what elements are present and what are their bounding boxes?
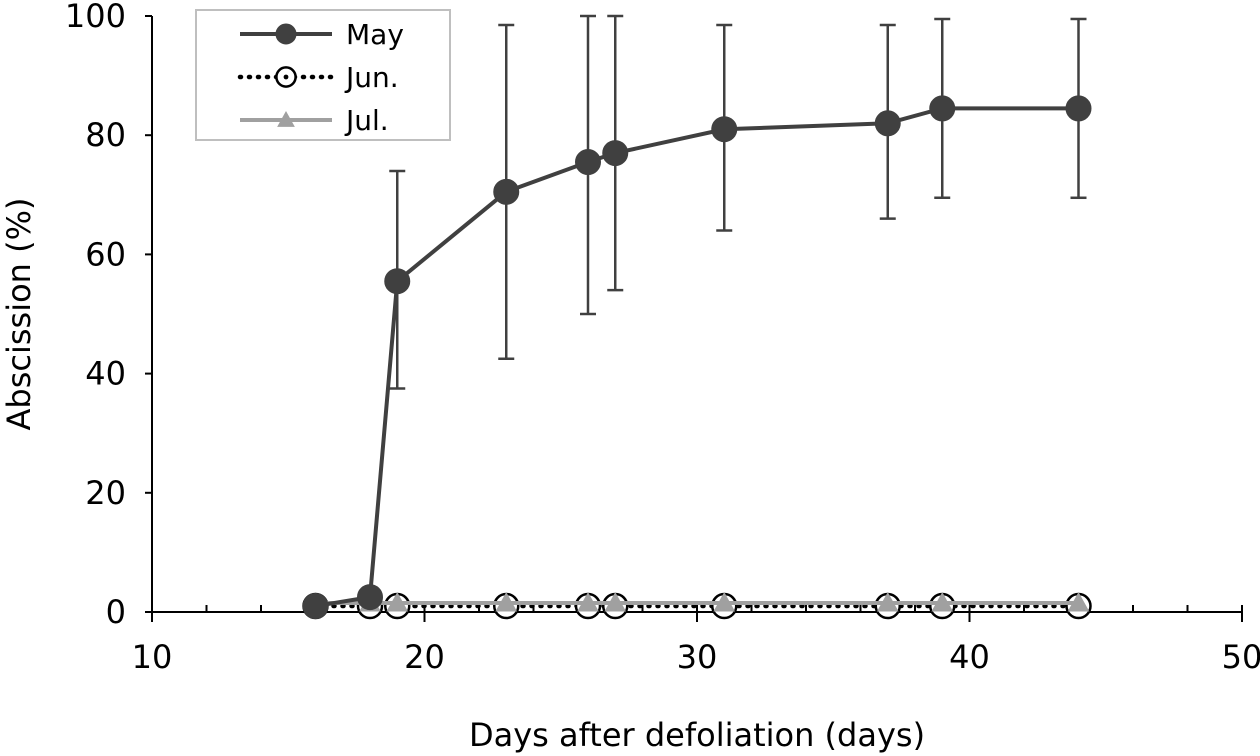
- data-point: [874, 110, 901, 137]
- legend: May Jun. Jul.: [195, 9, 451, 141]
- data-point: [575, 149, 601, 176]
- legend-label: May: [346, 18, 404, 51]
- axes: 0 20 40 60 80 100 10 20 30 40 50: [65, 0, 1260, 676]
- plot-area: [302, 14, 1092, 620]
- x-tick-label: 50: [1222, 638, 1260, 676]
- data-point: [386, 592, 409, 612]
- legend-marker: [275, 23, 297, 45]
- y-tick-label: 0: [106, 593, 126, 631]
- x-tick-label: 10: [132, 638, 173, 676]
- data-point: [876, 592, 899, 612]
- x-tick-label: 30: [677, 638, 718, 676]
- data-point: [929, 95, 956, 122]
- series-line: [315, 106, 1079, 609]
- x-axis-title: Days after defoliation (days): [469, 716, 925, 754]
- data-point: [384, 268, 411, 295]
- data-point: [711, 116, 738, 143]
- x-tick-label: 20: [404, 638, 445, 676]
- series-may: [302, 14, 1092, 620]
- y-tick-label: 20: [85, 474, 126, 512]
- y-tick-label: 100: [65, 0, 126, 35]
- data-point: [577, 592, 599, 612]
- x-tick-label: 40: [949, 638, 990, 676]
- legend-label: Jul.: [344, 104, 389, 137]
- y-tick-label: 60: [85, 235, 126, 273]
- legend-item-may: May: [240, 18, 404, 51]
- data-point: [604, 592, 627, 612]
- data-point: [713, 592, 736, 612]
- data-point: [1065, 95, 1092, 122]
- data-point: [1067, 592, 1090, 612]
- y-tick-label: 80: [85, 116, 126, 154]
- data-point: [931, 592, 954, 612]
- legend-marker-dot: [283, 74, 289, 80]
- data-point: [357, 584, 383, 611]
- data-point: [302, 593, 329, 620]
- data-point: [602, 140, 629, 167]
- y-tick-label: 40: [85, 355, 126, 393]
- legend-marker: [277, 110, 295, 127]
- data-point: [493, 178, 520, 205]
- y-axis-title: Abscission (%): [0, 198, 38, 431]
- legend-label: Jun.: [344, 61, 399, 94]
- legend-item-jul: Jul.: [240, 104, 389, 137]
- legend-item-jun: Jun.: [237, 61, 399, 94]
- data-point: [495, 592, 518, 612]
